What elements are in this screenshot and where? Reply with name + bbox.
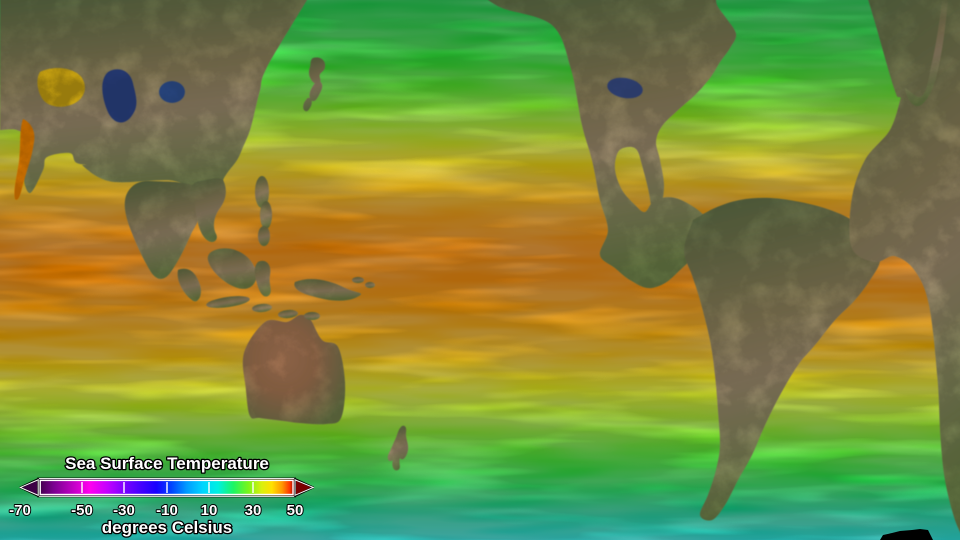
svg-text:Sea Surface Temperature: Sea Surface Temperature — [65, 454, 269, 473]
svg-text:30: 30 — [245, 502, 262, 519]
svg-text:-10: -10 — [156, 502, 178, 519]
svg-text:-70: -70 — [9, 502, 31, 519]
svg-text:-50: -50 — [71, 502, 93, 519]
svg-text:-30: -30 — [113, 502, 135, 519]
svg-text:10: 10 — [201, 502, 218, 519]
svg-text:50: 50 — [287, 502, 304, 519]
svg-text:degrees Celsius: degrees Celsius — [102, 518, 232, 537]
